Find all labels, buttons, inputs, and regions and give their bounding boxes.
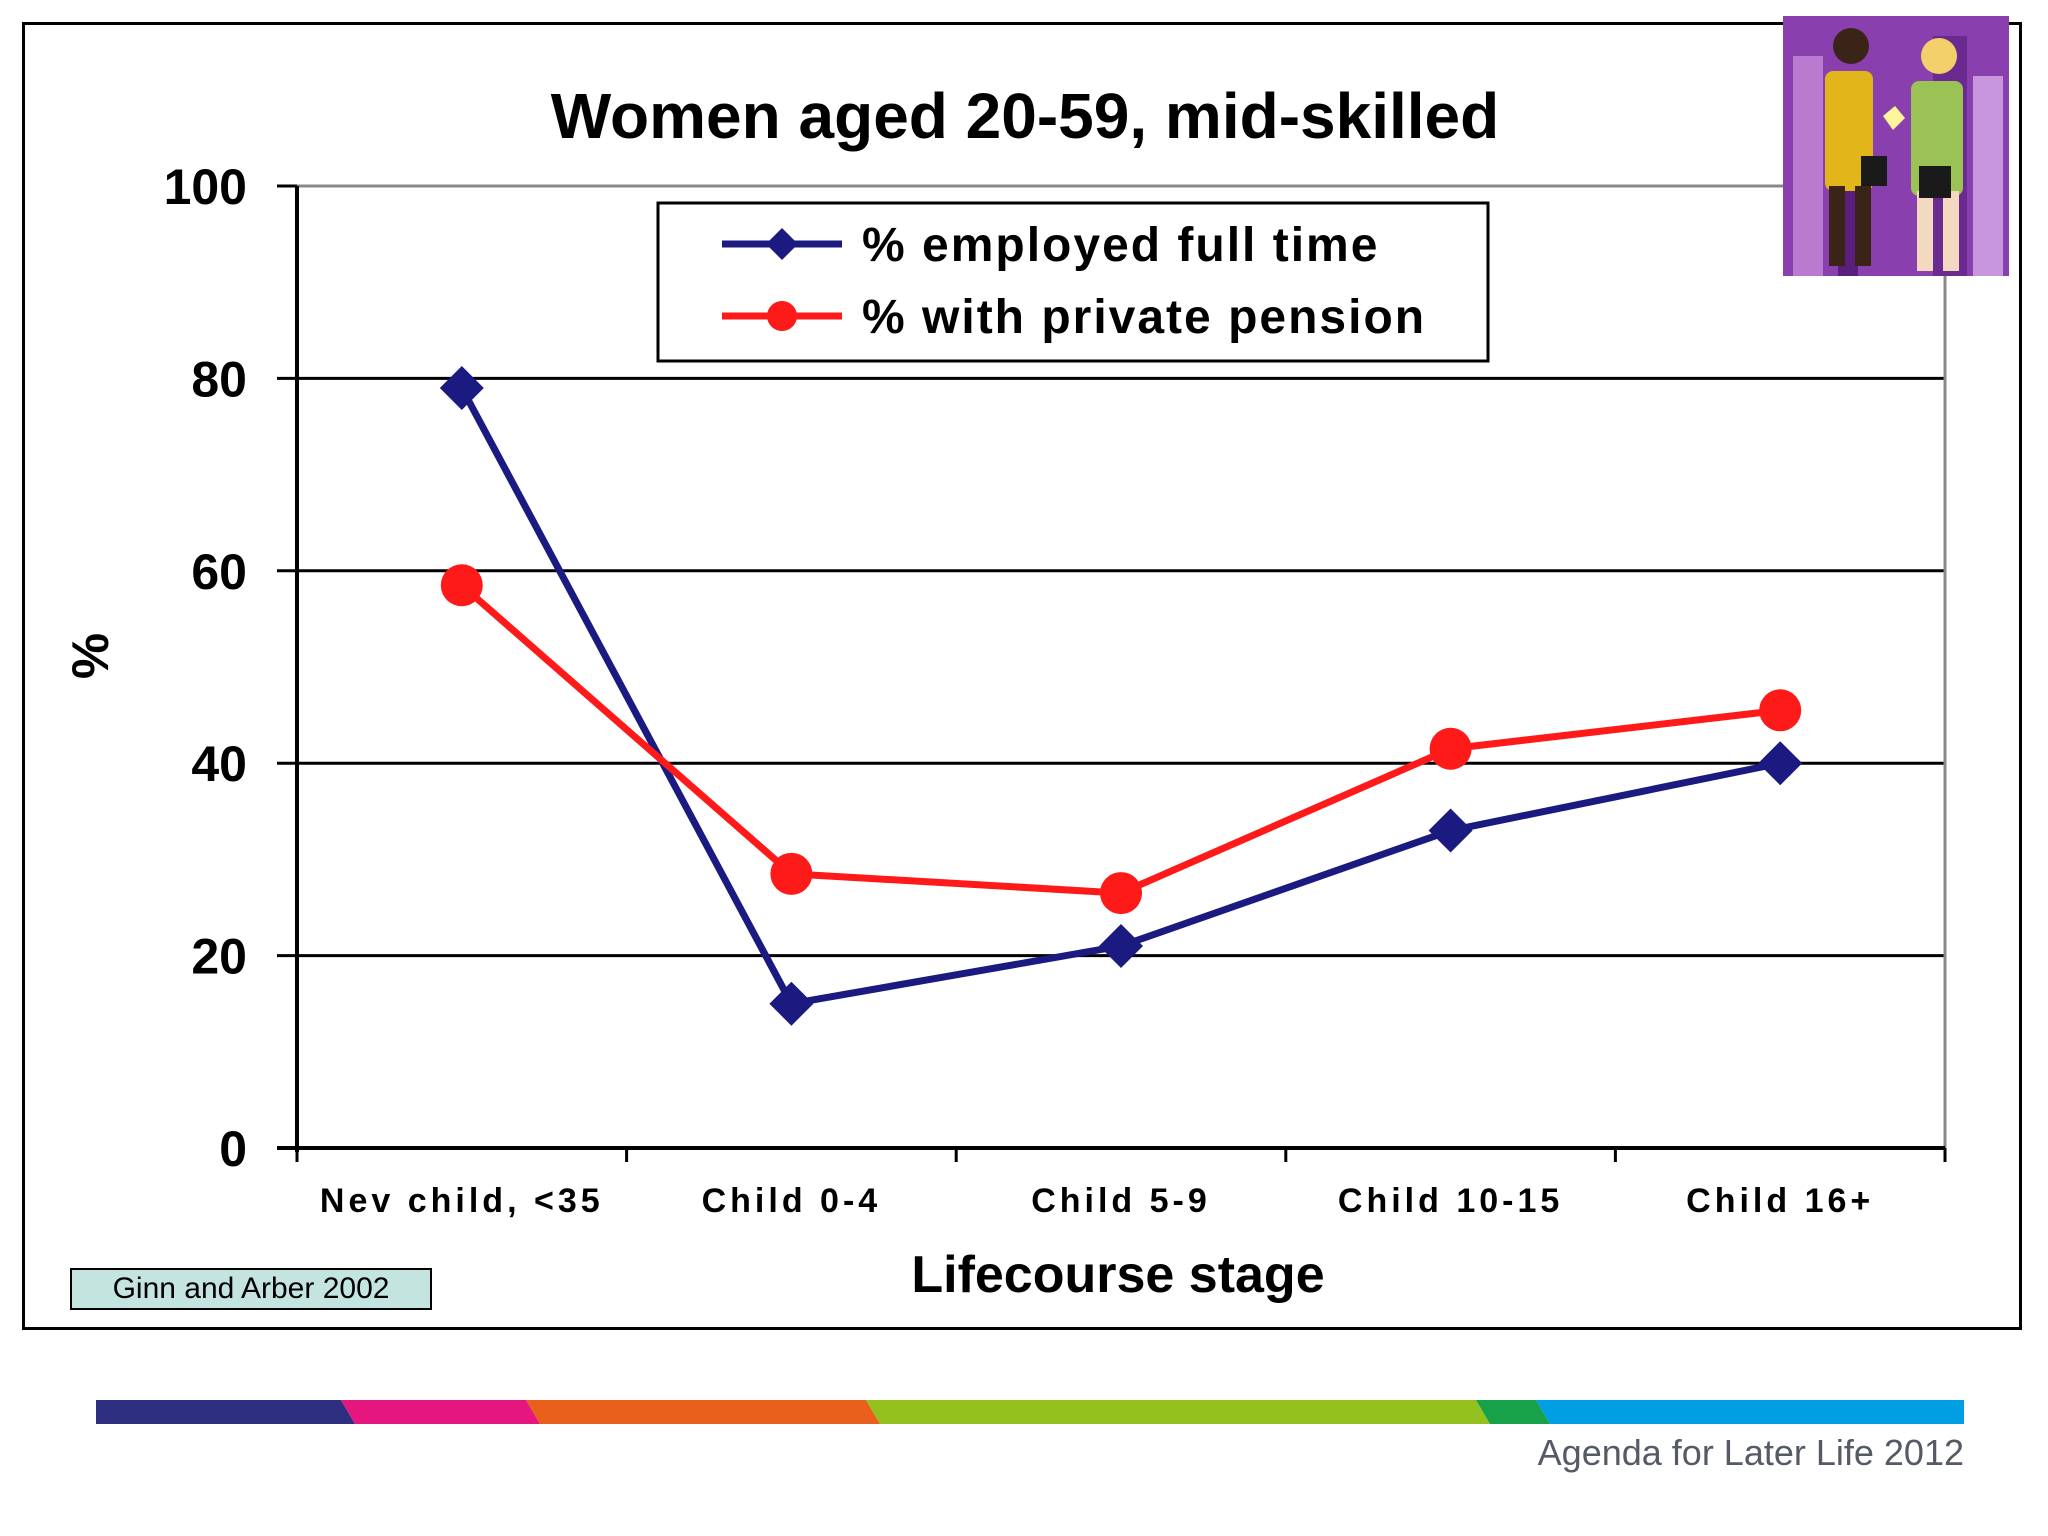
data-point xyxy=(439,366,484,411)
series xyxy=(439,366,1803,1026)
y-axis-title: % xyxy=(62,633,120,679)
x-tick-label: Child 16+ xyxy=(1686,1182,1874,1220)
footer-branding: Agenda for Later Life 2012 xyxy=(1537,1432,1964,1473)
data-point xyxy=(1759,689,1802,732)
series-2 xyxy=(440,564,1802,915)
footer-stripe-segment xyxy=(1476,1400,1550,1424)
x-tick-label: Child 10-15 xyxy=(1338,1182,1563,1220)
x-tick-label: Child 0-4 xyxy=(702,1182,882,1220)
chart-title: Women aged 20-59, mid-skilled xyxy=(551,80,1499,152)
y-tick-label: 60 xyxy=(191,544,247,600)
data-point xyxy=(1758,741,1803,786)
footer-stripe-segment xyxy=(96,1400,355,1424)
businesswomen-handshake-clipart xyxy=(1783,16,2009,276)
data-point xyxy=(440,564,483,607)
footer-stripe-segment xyxy=(526,1400,880,1424)
data-point xyxy=(770,852,813,895)
legend: % employed full time % with private pensi… xyxy=(656,201,1490,363)
y-tick-label: 0 xyxy=(219,1121,247,1177)
footer-stripe-segment xyxy=(1536,1400,1964,1424)
y-tick-label: 80 xyxy=(191,351,247,407)
legend-label: % with private pension xyxy=(862,291,1426,344)
data-point xyxy=(1099,923,1143,968)
y-tick-label: 40 xyxy=(191,736,247,792)
gridlines xyxy=(297,184,1945,958)
series-line xyxy=(459,582,1781,897)
legend-marker xyxy=(767,301,797,331)
x-tick-labels: Nev child, <35 Child 0-4 Child 5-9 Child 10… xyxy=(320,1182,1874,1220)
legend-label: % employed full time xyxy=(862,219,1379,272)
footer-stripe-segment xyxy=(341,1400,540,1424)
y-tick-labels: 0 20 40 60 80 100 xyxy=(164,159,247,1177)
data-point xyxy=(769,981,814,1026)
data-point xyxy=(1100,872,1142,915)
data-point xyxy=(1429,727,1472,770)
legend-box xyxy=(656,201,1490,363)
y-tick-label: 20 xyxy=(191,929,247,985)
series-1 xyxy=(439,366,1803,1026)
footer-color-stripe xyxy=(96,1400,1964,1424)
footer-stripe-segment xyxy=(866,1400,1490,1424)
legend-marker xyxy=(766,228,798,260)
axes xyxy=(277,184,1947,1162)
data-point xyxy=(1428,808,1473,853)
y-tick-label: 100 xyxy=(164,159,247,215)
x-tick-label: Child 5-9 xyxy=(1031,1182,1211,1220)
x-tick-label: Nev child, <35 xyxy=(320,1182,604,1220)
source-note: Ginn and Arber 2002 xyxy=(70,1268,432,1310)
x-axis-title: Lifecourse stage xyxy=(911,1246,1324,1304)
